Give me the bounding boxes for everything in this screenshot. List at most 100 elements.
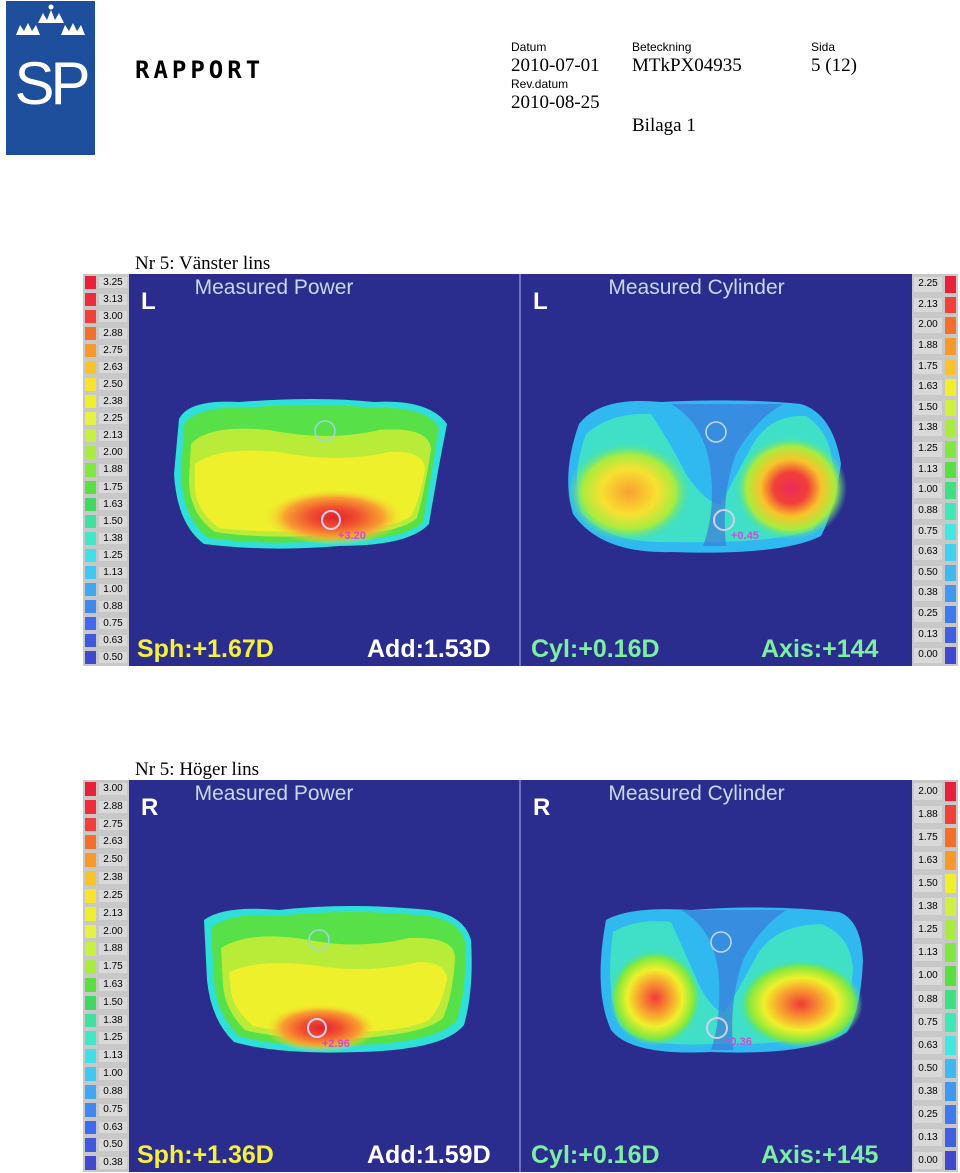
scale-swatch (85, 514, 96, 528)
scale-swatch (945, 1012, 956, 1032)
right-power-title: Measured Power (194, 782, 354, 805)
scale-step: 1.63 (912, 849, 958, 872)
scale-label: 2.88 (99, 328, 127, 340)
scale-step: 3.00 (83, 780, 129, 798)
scale-swatch (85, 995, 96, 1010)
scale-label: 2.50 (99, 379, 127, 391)
scale-swatch (85, 817, 96, 832)
scale-swatch (85, 1084, 96, 1099)
scale-step: 2.00 (83, 923, 129, 941)
scale-step: 1.88 (83, 940, 129, 958)
scale-step: 2.13 (83, 427, 129, 444)
scale-swatch (85, 310, 96, 324)
scale-label: 0.25 (914, 1105, 942, 1123)
right-add-value: Add:1.59D (367, 1141, 491, 1169)
scale-step: 2.38 (83, 869, 129, 887)
scale-label: 2.00 (914, 783, 942, 801)
crown-icon (16, 4, 85, 35)
scale-label: 2.25 (99, 889, 127, 902)
scale-label: 1.75 (99, 961, 127, 973)
scale-swatch (945, 1035, 956, 1055)
scale-swatch (85, 582, 96, 596)
scale-step: 0.38 (912, 1080, 958, 1103)
scale-step: 1.00 (912, 480, 958, 501)
scale-step: 0.38 (912, 583, 958, 604)
scale-label: 0.63 (914, 1036, 942, 1054)
scale-step: 0.88 (83, 598, 129, 615)
scale-label: 1.63 (914, 852, 942, 870)
scale-step: 0.00 (912, 645, 958, 666)
scale-label: 2.00 (99, 925, 127, 938)
scale-step: 1.88 (912, 803, 958, 826)
scale-label: 1.13 (914, 944, 942, 962)
scale-swatch (85, 395, 96, 409)
scale-step: 1.50 (83, 513, 129, 530)
scale-swatch (85, 599, 96, 613)
scale-swatch (85, 378, 96, 392)
scale-swatch (85, 1031, 96, 1046)
scale-label: 2.38 (99, 872, 127, 884)
scale-swatch (85, 782, 96, 796)
right-cylinder-heatmap (600, 907, 863, 1053)
scale-step: 2.63 (83, 359, 129, 376)
scale-swatch (85, 565, 96, 579)
scale-label: 1.75 (914, 829, 942, 847)
scale-label: 1.00 (99, 583, 127, 595)
left-power-map: L Measured Power +3.20 Sph:+1.67D Add:1.… (129, 274, 519, 666)
scale-swatch (945, 461, 956, 479)
scale-step: 1.13 (83, 564, 129, 581)
sida-value: 5 (12) (811, 55, 857, 76)
right-sph-value: Sph:+1.36D (137, 1141, 274, 1169)
scale-swatch (85, 871, 96, 885)
left-lens-title: Nr 5: Vänster lins (135, 253, 271, 274)
datum-value: 2010-07-01 (511, 55, 600, 76)
scale-swatch (85, 942, 96, 957)
scale-step: 0.75 (912, 1011, 958, 1034)
scale-swatch (945, 851, 956, 871)
scale-swatch (945, 358, 956, 376)
scale-step: 1.75 (912, 357, 958, 378)
scale-label: 0.88 (914, 990, 942, 1008)
beteckning-value: MTkPX04935 (632, 55, 742, 76)
scale-label: 2.75 (99, 345, 127, 357)
scale-swatch (85, 446, 96, 460)
scale-swatch (85, 1138, 96, 1153)
left-power-title: Measured Power (194, 276, 354, 299)
scale-label: 1.63 (99, 498, 127, 510)
scale-step: 0.00 (912, 1149, 958, 1172)
scale-swatch (945, 647, 956, 664)
scale-swatch (85, 650, 96, 664)
scale-step: 1.25 (83, 1029, 129, 1047)
scale-label: 1.13 (99, 1050, 127, 1063)
scale-swatch (945, 1104, 956, 1124)
beteckning-label: Beteckning (632, 40, 692, 54)
scale-label: 1.88 (914, 806, 942, 824)
sp-logo: SP (6, 1, 95, 155)
scale-swatch (85, 633, 96, 647)
scale-label: 2.63 (99, 362, 127, 374)
scale-step: 0.50 (83, 1136, 129, 1154)
scale-label: 1.13 (914, 462, 942, 478)
scale-step: 2.50 (83, 376, 129, 393)
scale-swatch (945, 897, 956, 917)
scale-label: 3.00 (99, 311, 127, 323)
scale-step: 2.25 (83, 410, 129, 427)
scale-step: 0.25 (912, 1103, 958, 1126)
scale-label: 2.25 (914, 277, 942, 292)
scale-swatch (85, 1049, 96, 1064)
scale-label: 2.13 (914, 297, 942, 313)
scale-step: 2.75 (83, 816, 129, 834)
scale-label: 0.63 (99, 634, 127, 646)
scale-label: 3.25 (99, 277, 127, 289)
right-cyl-value: Cyl:+0.16D (531, 1141, 660, 1169)
scale-label: 2.63 (99, 836, 127, 849)
scale-swatch (945, 502, 956, 520)
scale-swatch (945, 828, 956, 848)
left-add-value: Add:1.53D (367, 635, 491, 663)
scale-step: 1.50 (912, 398, 958, 419)
scale-label: 1.88 (99, 464, 127, 476)
scale-step: 2.88 (83, 798, 129, 816)
scale-label: 1.75 (99, 481, 127, 493)
scale-label: 1.25 (99, 1032, 127, 1045)
scale-step: 1.13 (83, 1047, 129, 1065)
